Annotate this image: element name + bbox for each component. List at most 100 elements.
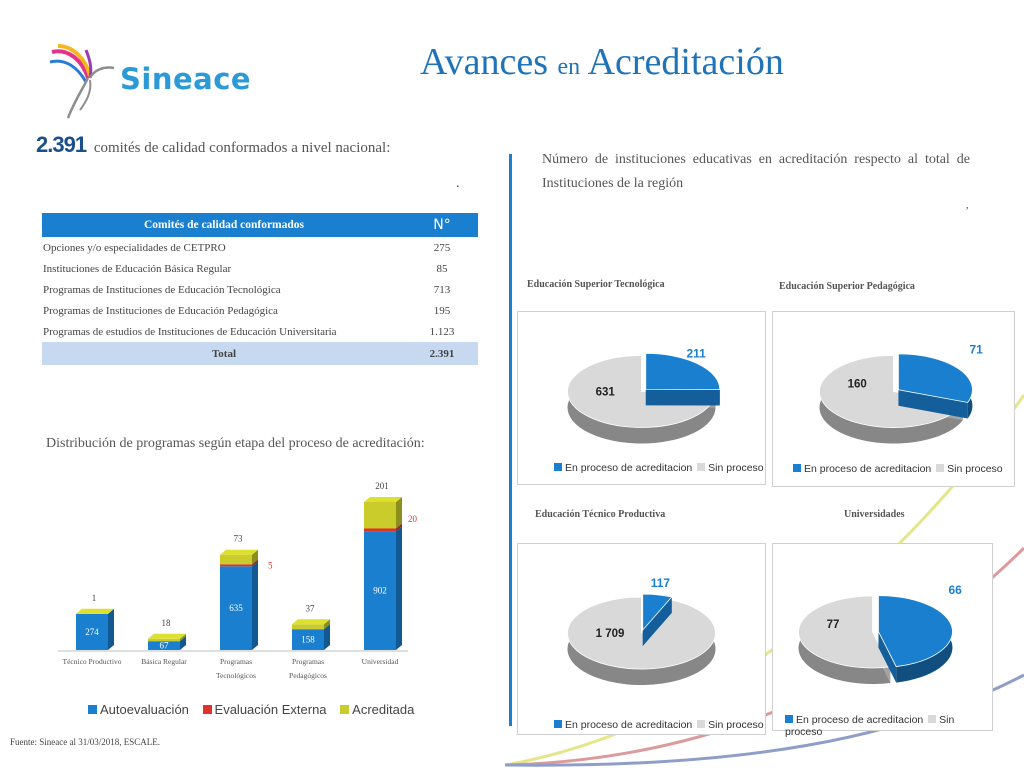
bar-top — [148, 633, 186, 639]
bar-ext-label: 20 — [408, 514, 418, 524]
bar-segment-side — [324, 624, 330, 650]
pie-value-en-proceso: 66 — [949, 583, 963, 597]
pie-legend: En proceso de acreditacion Sin proceso — [785, 714, 955, 738]
bar-category-label: Programas Tecnológicos — [216, 657, 256, 680]
pie-title-universidades: Universidades — [844, 509, 905, 520]
bar-category-label: Técnico Productivo — [63, 657, 122, 666]
bar-segment — [292, 629, 324, 650]
stacked-bar-chart: 274 1 Técnico Productivo 67 18 Básica Regular… — [58, 481, 418, 680]
pie-panel-tecnologica: 211 631 En proceso de acreditacion Sin pr… — [517, 311, 766, 485]
bar-segment — [292, 624, 324, 630]
bar-value-label: 902 — [373, 586, 387, 596]
table-row: Instituciones de Educación Básica Regula… — [43, 262, 448, 275]
sineace-bird-logo — [49, 44, 115, 119]
bar-category-label: Básica Regular — [141, 657, 187, 666]
pie-value-en-proceso: 211 — [686, 347, 706, 361]
bar-segment-side — [252, 559, 258, 567]
pie-slice-sin-proceso — [798, 595, 891, 684]
bar-category-label: Programas Pedagógicos — [289, 657, 327, 680]
page-title: Avances en Acreditación — [420, 41, 784, 83]
distribution-title: Distribución de programas según etapa de… — [46, 436, 425, 451]
bar-total-label: 18 — [162, 618, 172, 628]
committees-table: Comités de calidad conformados N° Opcion… — [42, 213, 478, 365]
pie-slice-en-proceso — [645, 352, 721, 406]
bar-stack — [76, 608, 114, 650]
pie-panel-universidades: 66 77 En proceso de acreditacion Sin proc… — [772, 543, 993, 738]
table-row: Opciones y/o especialidades de CETPRO 275 — [43, 241, 451, 254]
pie-title-pedagogica: Educación Superior Pedagógica — [779, 281, 915, 292]
bar-stack — [292, 619, 330, 650]
stray-comma: , — [966, 200, 969, 211]
bar-stack — [148, 633, 186, 650]
pie-value-sin-proceso: 1 709 — [596, 628, 625, 640]
bar-segment — [220, 554, 252, 565]
bar-segment — [364, 528, 396, 532]
bar-segment-side — [108, 608, 114, 650]
bar-segment-side — [252, 561, 258, 650]
committees-summary: 2.391 comités de calidad conformados a n… — [36, 132, 390, 158]
pie-value-en-proceso: 71 — [970, 343, 984, 357]
table-total-row: Total 2.391 — [42, 342, 478, 365]
brand-name: Sineace — [120, 62, 252, 96]
bar-value-label: 158 — [301, 635, 315, 645]
bar-ext-label: 5 — [268, 561, 273, 571]
pie-legend: En proceso de acreditacion Sin proceso — [793, 463, 1003, 475]
stray-dot: . — [456, 176, 460, 191]
bar-segment-side — [180, 633, 186, 642]
pie-chart-pedagogica: 71 160 — [819, 343, 984, 444]
bar-total-label: 1 — [92, 593, 97, 603]
pie-title-tecnico: Educación Técnico Productiva — [535, 509, 666, 520]
bar-category-label: Universidad — [362, 657, 399, 666]
bar-segment-side — [180, 636, 186, 650]
bar-stack — [220, 549, 258, 650]
table-row: Programas de estudios de Instituciones d… — [43, 325, 455, 338]
pie-chart-universidades: 66 77 — [798, 583, 963, 684]
pie-value-en-proceso: 117 — [651, 576, 671, 590]
source-footnote: Fuente: Sineace al 31/03/2018, ESCALE. — [10, 737, 160, 747]
pie-legend: En proceso de acreditacion Sin proceso — [554, 719, 764, 731]
bar-segment-side — [108, 608, 114, 614]
bar-segment-side — [396, 526, 402, 650]
bar-segment — [220, 566, 252, 650]
intro-text: Número de instituciones educativas en ac… — [542, 152, 970, 191]
pie-panel-pedagogica: 71 160 En proceso de acreditacion Sin pro… — [772, 311, 1015, 487]
bar-top — [292, 619, 330, 625]
pie-slice-en-proceso — [898, 353, 973, 419]
pie-title-tecnologica: Educación Superior Tecnológica — [527, 279, 665, 290]
pie-legend: En proceso de acreditacion Sin proceso — [554, 462, 764, 474]
pie-chart-tecnico: 117 1 709 — [567, 576, 716, 686]
table-header-n: N° — [406, 213, 478, 237]
bar-total-label: 37 — [306, 603, 316, 613]
bar-legend: Autoevaluación Evaluación Externa Acredi… — [88, 702, 424, 717]
table-row: Programas de Instituciones de Educación … — [43, 304, 451, 317]
bar-segment — [76, 613, 108, 650]
bar-segment-side — [396, 523, 402, 532]
bar-value-label: 67 — [160, 641, 170, 651]
bar-total-label: 73 — [234, 534, 244, 544]
bar-segment — [148, 638, 180, 642]
legend-acreditada: Acreditada — [340, 702, 414, 717]
pie-chart-tecnologica: 211 631 — [567, 347, 721, 444]
bar-stack — [364, 497, 402, 650]
bar-segment-side — [396, 497, 402, 529]
pie-panel-tecnico: 117 1 709 En proceso de acreditacion Sin … — [517, 543, 766, 735]
bar-segment-side — [324, 619, 330, 630]
pie-slice-en-proceso — [878, 595, 953, 683]
bar-segment-side — [252, 549, 258, 565]
committees-text: comités de calidad conformados a nivel n… — [93, 140, 391, 156]
bar-segment — [148, 641, 180, 650]
bar-top — [220, 549, 258, 555]
bar-segment — [364, 531, 396, 650]
legend-autoevaluacion: Autoevaluación — [88, 702, 189, 717]
committees-count: 2.391 — [36, 132, 87, 157]
pie-slice-en-proceso — [642, 593, 673, 647]
table-header-name: Comités de calidad conformados — [42, 213, 406, 237]
bar-segment — [364, 502, 396, 529]
bar-segment — [220, 564, 252, 567]
divider-line — [509, 154, 512, 726]
bar-value-label: 274 — [85, 627, 99, 637]
bar-top — [364, 497, 402, 502]
pie-value-sin-proceso: 631 — [596, 387, 616, 399]
legend-evaluacion-externa: Evaluación Externa — [202, 702, 327, 717]
bar-value-label: 635 — [229, 603, 243, 613]
